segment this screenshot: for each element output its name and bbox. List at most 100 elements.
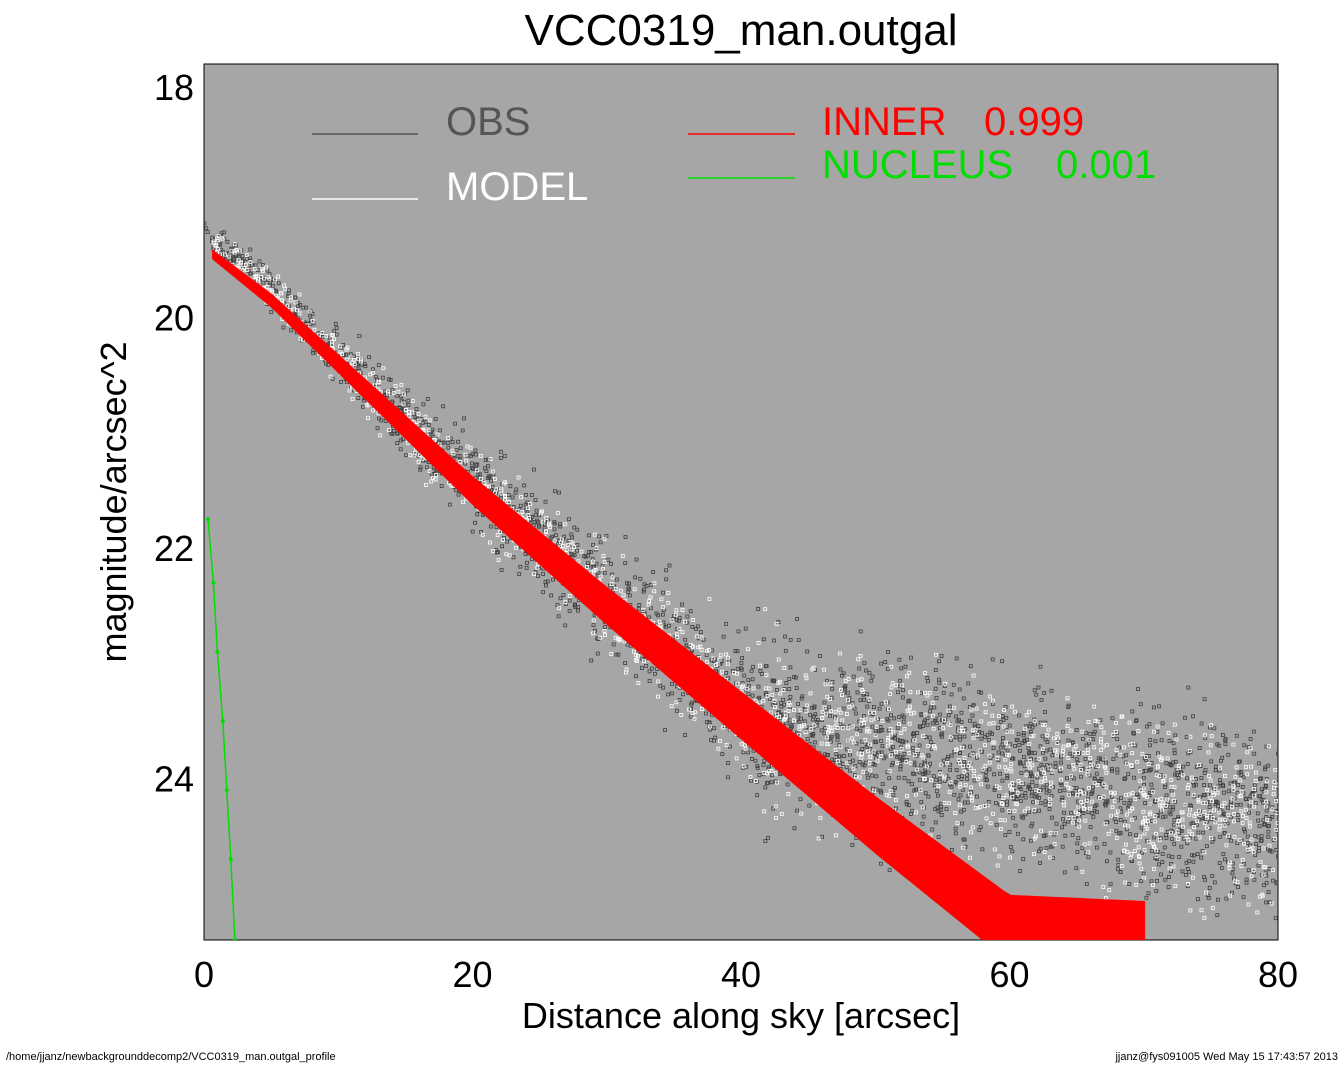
obs-point: [1007, 830, 1012, 834]
model-point: [1160, 800, 1165, 805]
obs-point: [642, 587, 646, 592]
model-point: [1086, 747, 1090, 752]
obs-point: [961, 808, 966, 812]
model-point: [293, 300, 298, 305]
obs-point: [724, 622, 729, 626]
model-point: [1071, 820, 1076, 825]
model-point: [983, 764, 988, 768]
obs-point: [1176, 776, 1181, 780]
model-point: [958, 803, 962, 808]
obs-point: [688, 714, 693, 719]
model-point: [1192, 814, 1197, 818]
model-point: [819, 741, 824, 746]
model-point: [857, 775, 862, 780]
obs-point: [642, 582, 647, 587]
obs-point: [1201, 793, 1206, 798]
model-point: [1061, 748, 1065, 753]
model-point: [1134, 883, 1139, 887]
obs-point: [387, 377, 392, 382]
obs-point: [545, 579, 550, 584]
model-point: [979, 719, 984, 724]
obs-point: [1242, 861, 1246, 866]
obs-point: [1170, 837, 1174, 841]
obs-point: [644, 664, 649, 668]
obs-point: [222, 230, 226, 235]
obs-point: [782, 702, 787, 707]
obs-point: [623, 561, 628, 565]
obs-point: [1022, 739, 1027, 744]
obs-point: [1168, 762, 1173, 767]
obs-point: [957, 687, 962, 692]
model-point: [1189, 775, 1194, 780]
model-point: [679, 713, 684, 717]
model-point: [1238, 778, 1243, 783]
obs-point: [954, 735, 959, 740]
obs-point: [968, 718, 972, 723]
model-point: [1065, 724, 1070, 728]
model-point: [1248, 746, 1253, 751]
model-point: [774, 816, 778, 820]
model-point: [1188, 807, 1192, 812]
model-point: [1035, 772, 1039, 777]
model-point: [1267, 744, 1271, 749]
model-point: [724, 743, 729, 747]
obs-point: [661, 612, 665, 617]
model-point: [717, 657, 722, 662]
obs-point: [798, 797, 803, 802]
model-point: [1083, 818, 1088, 823]
obs-point: [1236, 783, 1240, 787]
obs-point: [675, 708, 679, 713]
model-point: [1235, 880, 1240, 885]
model-point: [820, 715, 825, 720]
obs-point: [664, 577, 669, 582]
obs-point: [641, 589, 646, 594]
obs-point: [1054, 821, 1059, 826]
obs-point: [596, 571, 601, 576]
model-point: [1024, 772, 1029, 777]
model-point: [970, 752, 975, 757]
obs-point: [1252, 870, 1256, 875]
model-point: [1030, 763, 1035, 768]
obs-point: [544, 583, 548, 588]
model-point: [1202, 810, 1207, 814]
obs-point: [1183, 715, 1187, 720]
model-point: [1239, 809, 1244, 814]
obs-point: [486, 457, 491, 462]
model-point: [602, 629, 607, 633]
footer-path: /home/jjanz/newbackgrounddecomp2/VCC0319…: [6, 1051, 336, 1063]
model-point: [923, 712, 928, 717]
obs-point: [941, 758, 946, 763]
model-point: [872, 710, 876, 715]
model-point: [1040, 747, 1045, 751]
model-point: [865, 729, 869, 734]
model-point: [886, 738, 890, 743]
obs-point: [997, 794, 1001, 798]
obs-point: [1028, 721, 1033, 726]
obs-point: [373, 374, 378, 379]
model-point: [874, 725, 879, 729]
obs-point: [683, 637, 688, 642]
obs-point: [805, 737, 810, 741]
model-point: [1171, 792, 1176, 797]
obs-point: [554, 533, 558, 538]
obs-point: [880, 728, 885, 732]
obs-point: [907, 698, 912, 703]
model-point: [1008, 855, 1012, 860]
obs-point: [966, 681, 971, 686]
obs-point: [959, 777, 964, 781]
model-point: [1176, 837, 1181, 841]
model-point: [1128, 855, 1133, 860]
model-point: [823, 712, 828, 717]
y-axis-label: magnitude/arcsec^2: [93, 341, 134, 662]
model-point: [1203, 821, 1207, 825]
obs-point: [848, 724, 853, 728]
model-point: [240, 268, 245, 273]
obs-point: [543, 580, 548, 584]
model-point: [370, 370, 375, 375]
model-point: [777, 715, 781, 719]
obs-point: [986, 800, 991, 804]
obs-point: [958, 793, 963, 798]
model-point: [958, 761, 963, 765]
model-point: [378, 433, 383, 438]
obs-point: [637, 603, 642, 607]
